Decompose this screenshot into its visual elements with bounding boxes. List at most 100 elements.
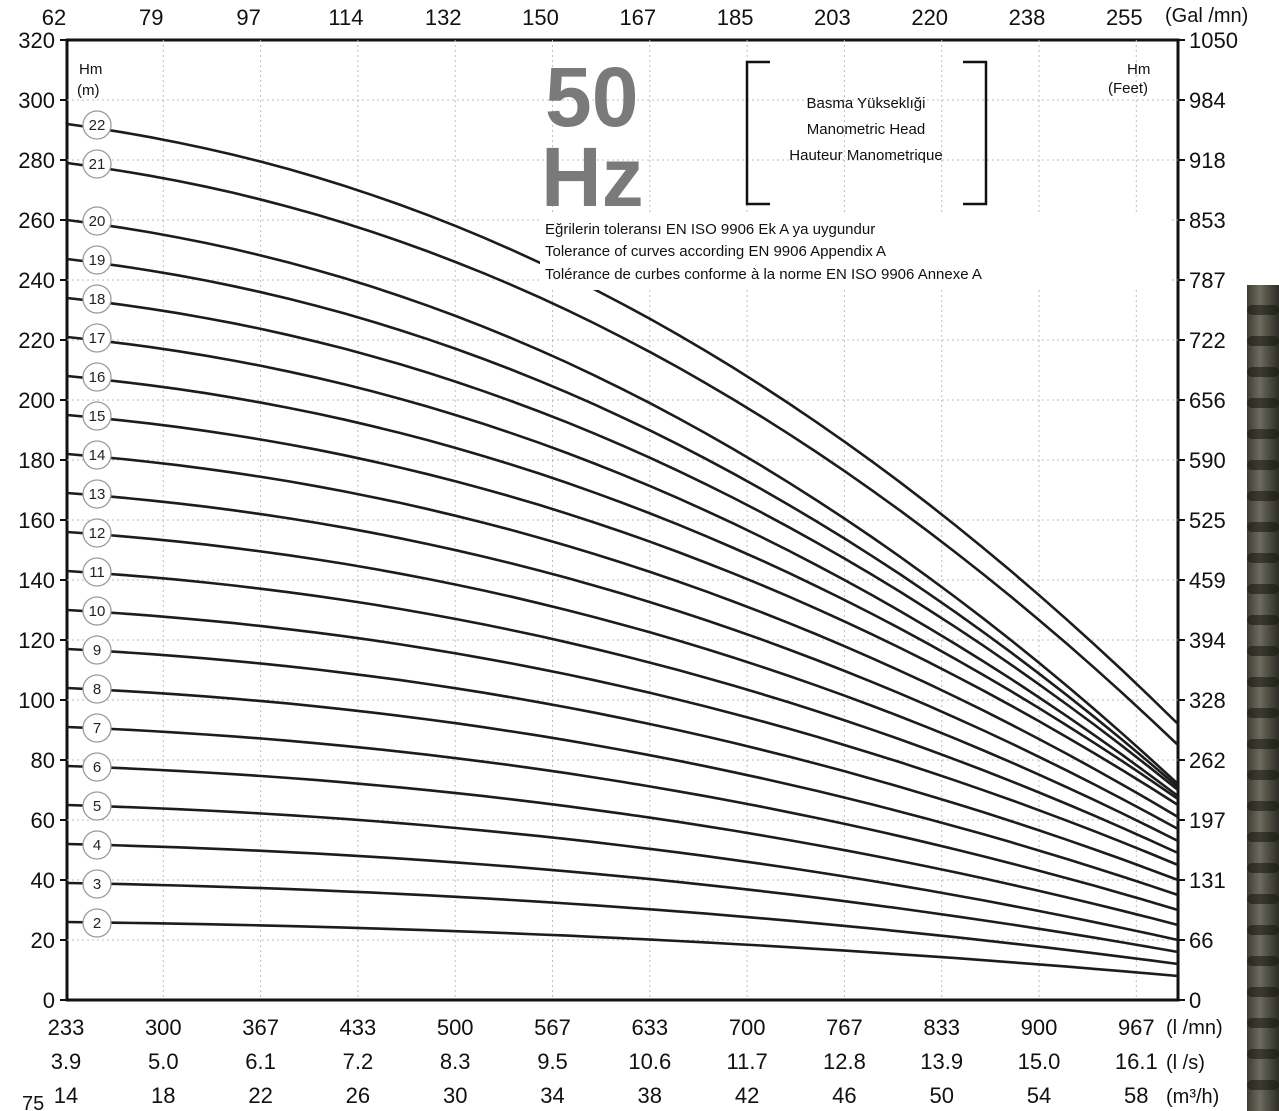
y-left-label-line2: (m)	[77, 82, 100, 99]
stage-label-22: 22	[89, 117, 106, 134]
curves	[66, 122, 1179, 978]
pump-strip-segment	[1247, 336, 1279, 346]
pump-strip-segment	[1247, 925, 1279, 935]
pump-strip-segment	[1247, 770, 1279, 780]
curve-stage-10	[66, 608, 1179, 867]
y-right-label-line2: (Feet)	[1108, 80, 1148, 97]
curve-stage-12	[66, 530, 1179, 843]
pump-strip-segment	[1247, 956, 1279, 966]
x-lmn-tick-label: 500	[437, 1015, 474, 1040]
x-ls-tick-label: 5.0	[148, 1049, 179, 1074]
right-tick-label: 590	[1189, 448, 1226, 473]
pump-strip-segment	[1247, 305, 1279, 315]
right-tick-label: 853	[1189, 208, 1226, 233]
pump-strip-segment	[1247, 708, 1279, 718]
stage-label-12: 12	[89, 525, 106, 542]
stage-marker-20	[82, 206, 112, 236]
x-ls-tick-label: 8.3	[440, 1049, 471, 1074]
stage-label-8: 8	[93, 681, 101, 698]
left-tick-label: 180	[18, 448, 55, 473]
curve-stage-22	[66, 122, 1179, 725]
x-lmn-tick-label: 767	[826, 1015, 863, 1040]
tolerance-note-3: Tolérance de curbes conforme à la norme …	[545, 266, 982, 283]
top-tick-label: 62	[42, 5, 66, 30]
top-axis-ticks: 62 79 97 114 132 150 167 185 203 220 238 255	[42, 5, 1143, 30]
pump-strip-segment	[1247, 832, 1279, 842]
top-tick-label: 79	[139, 5, 163, 30]
left-tick-label: 100	[18, 688, 55, 713]
stage-marker-2	[82, 908, 112, 938]
stage-label-10: 10	[89, 603, 106, 620]
stage-label-19: 19	[89, 252, 106, 269]
tolerance-note-1: Eğrilerin toleransı EN ISO 9906 Ek A ya …	[545, 221, 875, 238]
x-lmn-tick-label: 433	[340, 1015, 377, 1040]
top-tick-label: 220	[911, 5, 948, 30]
x-ls-tick-label: 11.7	[727, 1049, 768, 1074]
frequency-number: 50	[545, 50, 638, 144]
stage-label-17: 17	[89, 330, 106, 347]
bottom-axis-ticks: 233 300 367 433 500 567 633 700 767 833 900 967 3.9 5…	[48, 1015, 1158, 1108]
frequency-unit: Hz	[541, 130, 644, 224]
pump-strip-segment	[1247, 491, 1279, 501]
pump-strip-segment	[1247, 863, 1279, 873]
stage-label-14: 14	[89, 447, 106, 464]
pump-strip-segment	[1247, 739, 1279, 749]
x-ls-tick-label: 3.9	[51, 1049, 82, 1074]
stage-marker-14	[82, 440, 112, 470]
pump-strip-segment	[1247, 801, 1279, 811]
y-right-label-line1: Hm	[1127, 61, 1150, 78]
pump-strip-segment	[1247, 398, 1279, 408]
x-lmn-tick-label: 900	[1021, 1015, 1058, 1040]
x-m3h-tick-label: 26	[346, 1083, 370, 1108]
stage-marker-6	[82, 752, 112, 782]
stage-label-21: 21	[89, 156, 106, 173]
y-left-label-line1: Hm	[79, 61, 102, 78]
left-tick-label: 240	[18, 268, 55, 293]
curve-stage-5	[66, 803, 1179, 942]
x-m3h-tick-label: 42	[735, 1083, 759, 1108]
x-ls-tick-label: 6.1	[245, 1049, 276, 1074]
curve-stage-15	[66, 413, 1179, 807]
stage-marker-3	[82, 869, 112, 899]
x-lmn-tick-label: 633	[631, 1015, 668, 1040]
stage-marker-19	[82, 245, 112, 275]
caption-line-3: Hauteur Manometrique	[789, 147, 942, 164]
pump-strip-segment	[1247, 677, 1279, 687]
x-ls-tick-label: 10.6	[628, 1049, 671, 1074]
stage-marker-12	[82, 518, 112, 548]
pump-strip-segment	[1247, 646, 1279, 656]
stage-labels: 2 3 4 5 6 7 8 9 10 11 12 13 14 15 16 17 18 19 20 21 22	[82, 110, 112, 938]
right-tick-label: 0	[1189, 988, 1201, 1013]
stage-marker-9	[82, 635, 112, 665]
x-ls-unit: (l /s)	[1166, 1052, 1205, 1074]
curve-stage-14	[66, 452, 1179, 819]
pump-strip-segment	[1247, 987, 1279, 997]
curve-stage-9	[66, 647, 1179, 882]
stage-marker-15	[82, 401, 112, 431]
x-m3h-tick-label: 38	[638, 1083, 662, 1108]
stage-label-5: 5	[93, 798, 101, 815]
caption-line-1: Basma Yükseklıği	[807, 95, 926, 112]
curve-stage-4	[66, 842, 1179, 954]
right-tick-label: 656	[1189, 388, 1226, 413]
stage-label-11: 11	[89, 564, 105, 581]
stage-marker-8	[82, 674, 112, 704]
stage-marker-21	[82, 149, 112, 179]
x-lmn-tick-label: 300	[145, 1015, 182, 1040]
top-tick-label: 167	[619, 5, 656, 30]
stage-label-20: 20	[89, 213, 106, 230]
corner-label: 75	[22, 1093, 44, 1111]
left-tick-label: 120	[18, 628, 55, 653]
caption-bracket-left	[745, 60, 770, 206]
stage-label-9: 9	[93, 642, 101, 659]
x-m3h-tick-label: 58	[1124, 1083, 1148, 1108]
right-tick-label: 328	[1189, 688, 1226, 713]
left-tick-label: 320	[18, 28, 55, 53]
curve-stage-8	[66, 686, 1179, 897]
pump-strip-segment	[1247, 522, 1279, 532]
left-tick-label: 40	[31, 868, 55, 893]
x-lmn-tick-label: 233	[48, 1015, 85, 1040]
pump-strip-segment	[1247, 1080, 1279, 1090]
stage-label-2: 2	[93, 915, 101, 932]
